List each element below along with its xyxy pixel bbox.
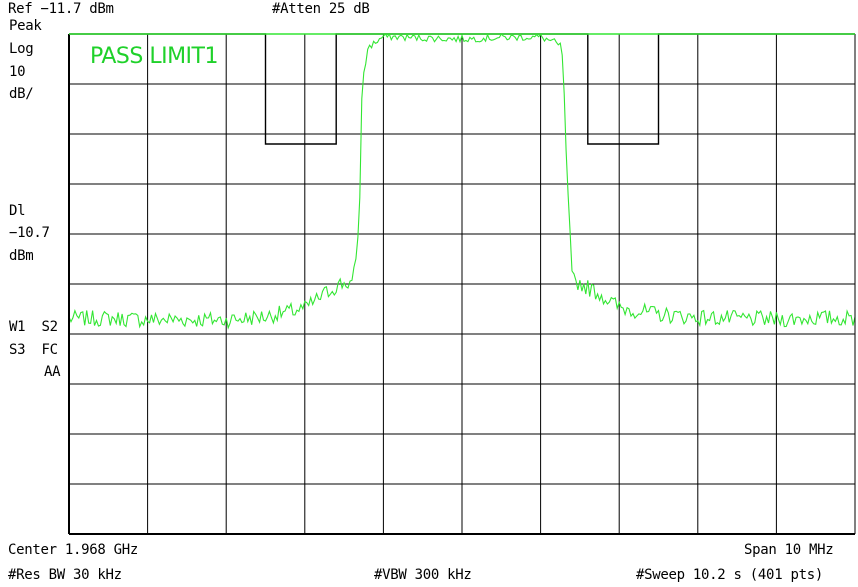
display-line-unit: dBm [9,248,34,264]
trace-status-line1: W1 S2 [9,319,58,335]
scale-type-label: Log [9,41,34,57]
display-line-value: −10.7 [9,225,50,241]
pass-limit-indicator: PASS LIMIT1 [90,44,218,69]
ref-level-label: Ref −11.7 dBm [8,1,114,17]
span-label: Span 10 MHz [744,542,834,558]
attenuation-label: #Atten 25 dB [272,1,370,17]
detector-label: Peak [9,18,42,34]
scale-value-label: 10 [9,64,26,80]
trace-status-line3: AA [44,364,61,380]
trace-group [68,32,856,330]
trace-status-line2: S3 FC [9,342,58,358]
resolution-bandwidth-label: #Res BW 30 kHz [8,567,122,583]
scale-unit-label: dB/ [9,86,34,102]
graticule [69,34,855,534]
trace-line [68,32,856,330]
plot-frame [68,33,856,535]
video-bandwidth-label: #VBW 300 kHz [374,567,472,583]
display-line-label: Dl [9,203,26,219]
sweep-time-label: #Sweep 10.2 s (401 pts) [636,567,823,583]
center-frequency-label: Center 1.968 GHz [8,542,139,558]
